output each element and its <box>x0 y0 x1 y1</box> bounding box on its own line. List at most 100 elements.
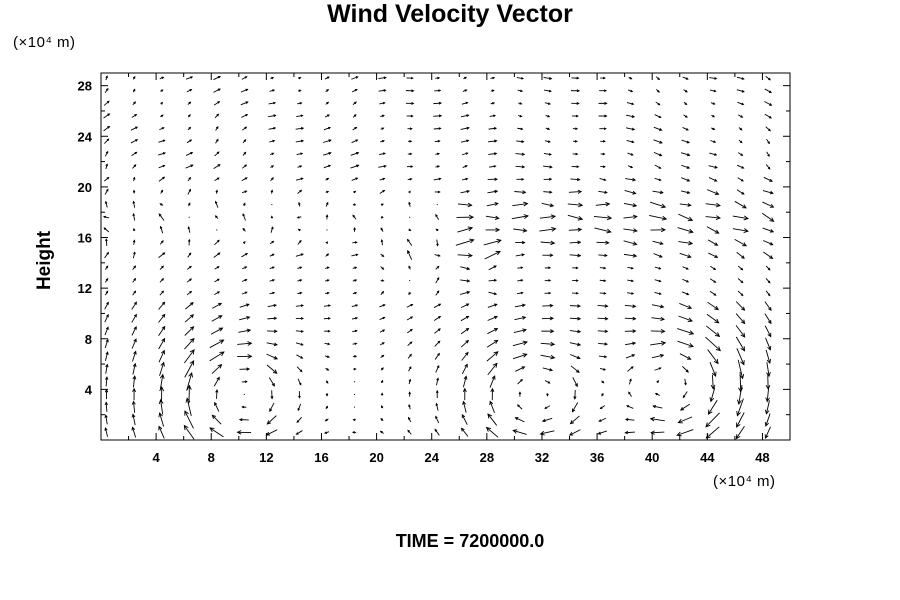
wind-vector <box>270 215 274 219</box>
wind-vector <box>269 266 275 270</box>
wind-vector <box>517 279 524 282</box>
wind-vector <box>679 403 690 411</box>
wind-vector <box>104 138 110 144</box>
wind-vector <box>732 228 749 233</box>
wind-vector <box>132 176 136 182</box>
wind-vector <box>764 101 773 106</box>
wind-vector <box>654 177 662 182</box>
wind-vector <box>209 351 225 362</box>
wind-vector <box>159 386 165 402</box>
wind-vector <box>209 427 224 438</box>
wind-vector <box>628 391 632 397</box>
wind-vector <box>158 139 166 143</box>
wind-vector <box>710 140 717 143</box>
wind-vector <box>270 226 274 233</box>
wind-vector <box>653 126 663 131</box>
wind-vector <box>298 76 302 80</box>
wind-vector <box>683 89 688 93</box>
wind-vector <box>160 101 164 105</box>
wind-vector <box>483 238 502 246</box>
wind-vector <box>569 240 582 245</box>
wind-vector <box>571 102 580 105</box>
wind-vector <box>103 227 110 233</box>
wind-vector <box>626 102 635 106</box>
wind-vector <box>185 76 194 80</box>
wind-vector <box>593 215 613 221</box>
wind-vector <box>104 351 109 361</box>
wind-vector <box>407 177 413 181</box>
wind-vector <box>764 400 770 415</box>
wind-vector <box>624 316 637 321</box>
wind-vector <box>237 341 253 346</box>
wind-vector <box>325 393 329 397</box>
wind-vector <box>732 215 749 221</box>
wind-vector <box>489 400 495 413</box>
wind-vector <box>295 177 304 181</box>
wind-vector <box>736 89 745 93</box>
wind-vector <box>268 377 275 387</box>
wind-vector <box>214 278 220 283</box>
wind-vector <box>737 265 744 271</box>
wind-vector <box>160 114 164 118</box>
wind-vector <box>131 114 138 118</box>
wind-vector <box>434 254 441 257</box>
wind-vector <box>682 76 689 80</box>
wind-vector <box>489 375 496 388</box>
wind-vector <box>242 164 248 169</box>
wind-vector <box>598 101 608 105</box>
wind-vector <box>379 101 386 105</box>
wind-vector <box>545 127 551 131</box>
wind-vector <box>352 355 358 358</box>
wind-vector <box>187 252 192 258</box>
wind-vector <box>160 189 164 194</box>
wind-vector <box>406 316 414 321</box>
wind-vector <box>297 228 301 232</box>
wind-vector <box>242 139 247 144</box>
wind-vector <box>514 303 526 308</box>
wind-vector <box>216 229 218 231</box>
wind-vector <box>296 152 304 156</box>
x-unit-label: (×10⁴ m) <box>713 473 776 490</box>
wind-vector <box>104 290 109 296</box>
wind-vector <box>649 416 665 422</box>
wind-vector <box>677 416 693 424</box>
wind-vector <box>408 140 413 143</box>
wind-vector <box>460 303 470 309</box>
wind-vector <box>542 253 554 258</box>
wind-vector <box>599 266 607 270</box>
wind-vector <box>131 400 136 413</box>
wind-vector <box>132 375 137 388</box>
wind-vector <box>654 114 662 118</box>
wind-vector <box>352 89 358 93</box>
wind-vector <box>709 361 717 378</box>
wind-vector <box>239 316 251 321</box>
wind-vector <box>710 265 717 271</box>
x-tick-label: 40 <box>645 450 659 465</box>
wind-vector <box>543 190 553 194</box>
wind-vector <box>594 227 612 234</box>
wind-vector <box>186 384 192 404</box>
wind-vector <box>736 348 745 366</box>
wind-vector <box>568 227 583 232</box>
wind-vector <box>435 76 441 80</box>
wind-vector <box>241 253 249 258</box>
wind-vector <box>265 429 278 436</box>
wind-vector <box>324 317 331 320</box>
wind-vector <box>623 202 638 208</box>
wind-vector <box>736 189 745 195</box>
wind-vector <box>239 303 250 308</box>
wind-vector <box>214 113 220 119</box>
wind-vector <box>159 265 165 270</box>
x-tick-label: 24 <box>424 450 439 465</box>
wind-vector <box>677 328 695 335</box>
wind-vector <box>158 301 166 310</box>
wind-vector <box>682 278 690 283</box>
wind-vector <box>625 127 636 131</box>
wind-vector <box>628 378 632 385</box>
wind-vector <box>104 188 109 195</box>
wind-vector <box>436 377 439 386</box>
wind-vector <box>296 366 303 373</box>
x-tick-label: 8 <box>208 450 215 465</box>
wind-vector <box>378 76 387 80</box>
wind-vector <box>324 342 331 346</box>
